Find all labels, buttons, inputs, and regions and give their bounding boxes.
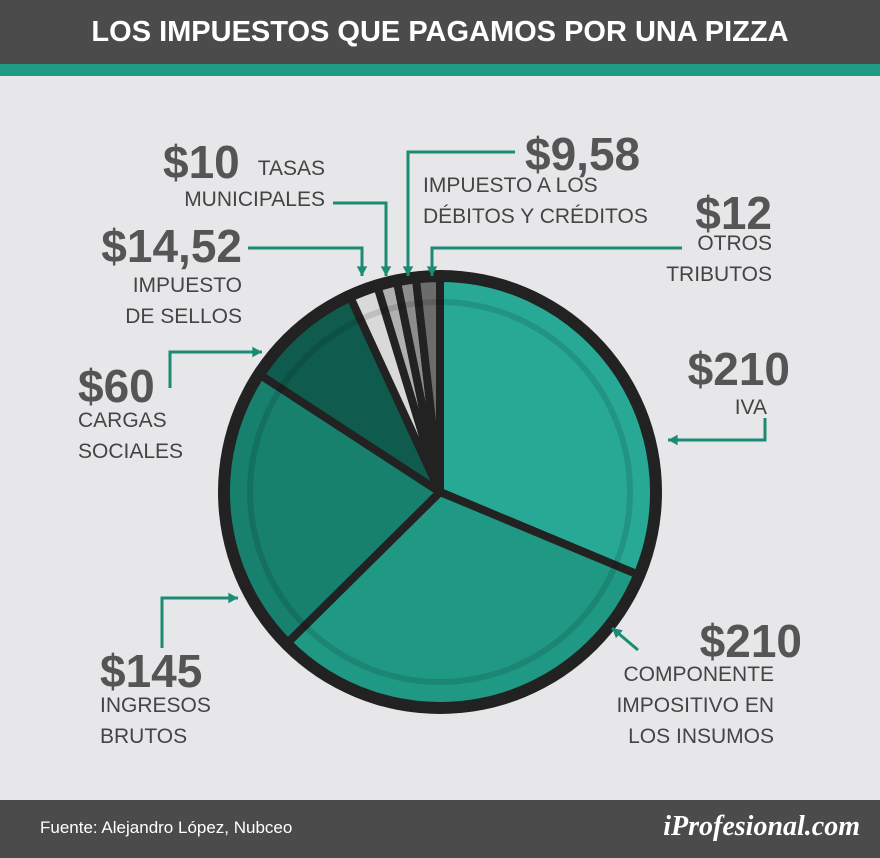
- source: Fuente: Alejandro López, Nubceo: [40, 818, 293, 837]
- arrow-line: [168, 350, 262, 388]
- brand: iProfesional.com: [663, 811, 860, 842]
- arrow-head: [668, 434, 678, 446]
- value-label: $14,52: [101, 220, 242, 272]
- value-label: $210: [687, 343, 790, 395]
- arrow-head: [426, 266, 438, 276]
- category-label: OTROS TRIBUTOS: [666, 232, 772, 286]
- arrow-line: [248, 246, 364, 276]
- value-label: $12: [695, 187, 772, 239]
- arrow-line: [668, 418, 767, 442]
- value-label: $9,58: [525, 128, 641, 180]
- category-label: IMPUESTO A LOS DÉBITOS Y CRÉDITOS: [423, 174, 648, 228]
- pie-slice: [256, 293, 444, 496]
- crust-ring: [247, 299, 633, 685]
- footer: Fuente: Alejandro López, Nubceo iProfesi…: [0, 800, 880, 858]
- category-label: IMPUESTO DE SELLOS: [125, 274, 242, 328]
- pie-slice: [283, 488, 642, 710]
- arrow-head: [252, 346, 262, 358]
- arrow-head: [356, 266, 368, 276]
- value-label: $210: [699, 615, 802, 667]
- pie-slice: [222, 371, 444, 647]
- accent-strip: [0, 64, 880, 76]
- arrow-line: [406, 150, 515, 276]
- value-label: $145: [100, 645, 203, 697]
- value-label: $10: [163, 136, 240, 188]
- category-label: INGRESOS BRUTOS: [100, 694, 211, 748]
- category-label: TASAS MUNICIPALES: [184, 157, 325, 211]
- category-label: COMPONENTE IMPOSITIVO EN LOS INSUMOS: [616, 663, 774, 748]
- arrow-line: [430, 246, 682, 276]
- arrow-head: [402, 266, 414, 276]
- category-label: CARGAS SOCIALES: [78, 409, 184, 463]
- arrow-line: [160, 596, 238, 648]
- arrow-head: [228, 592, 238, 604]
- category-label: IVA: [734, 396, 767, 419]
- arrow-head: [380, 266, 392, 276]
- chart-title: LOS IMPUESTOS QUE PAGAMOS POR UNA PIZZA: [0, 0, 880, 64]
- value-label: $60: [78, 360, 155, 412]
- pie-slice: [436, 274, 658, 579]
- pie-slice: [412, 274, 444, 496]
- arrow-line: [333, 201, 388, 276]
- arrow-head: [612, 628, 623, 639]
